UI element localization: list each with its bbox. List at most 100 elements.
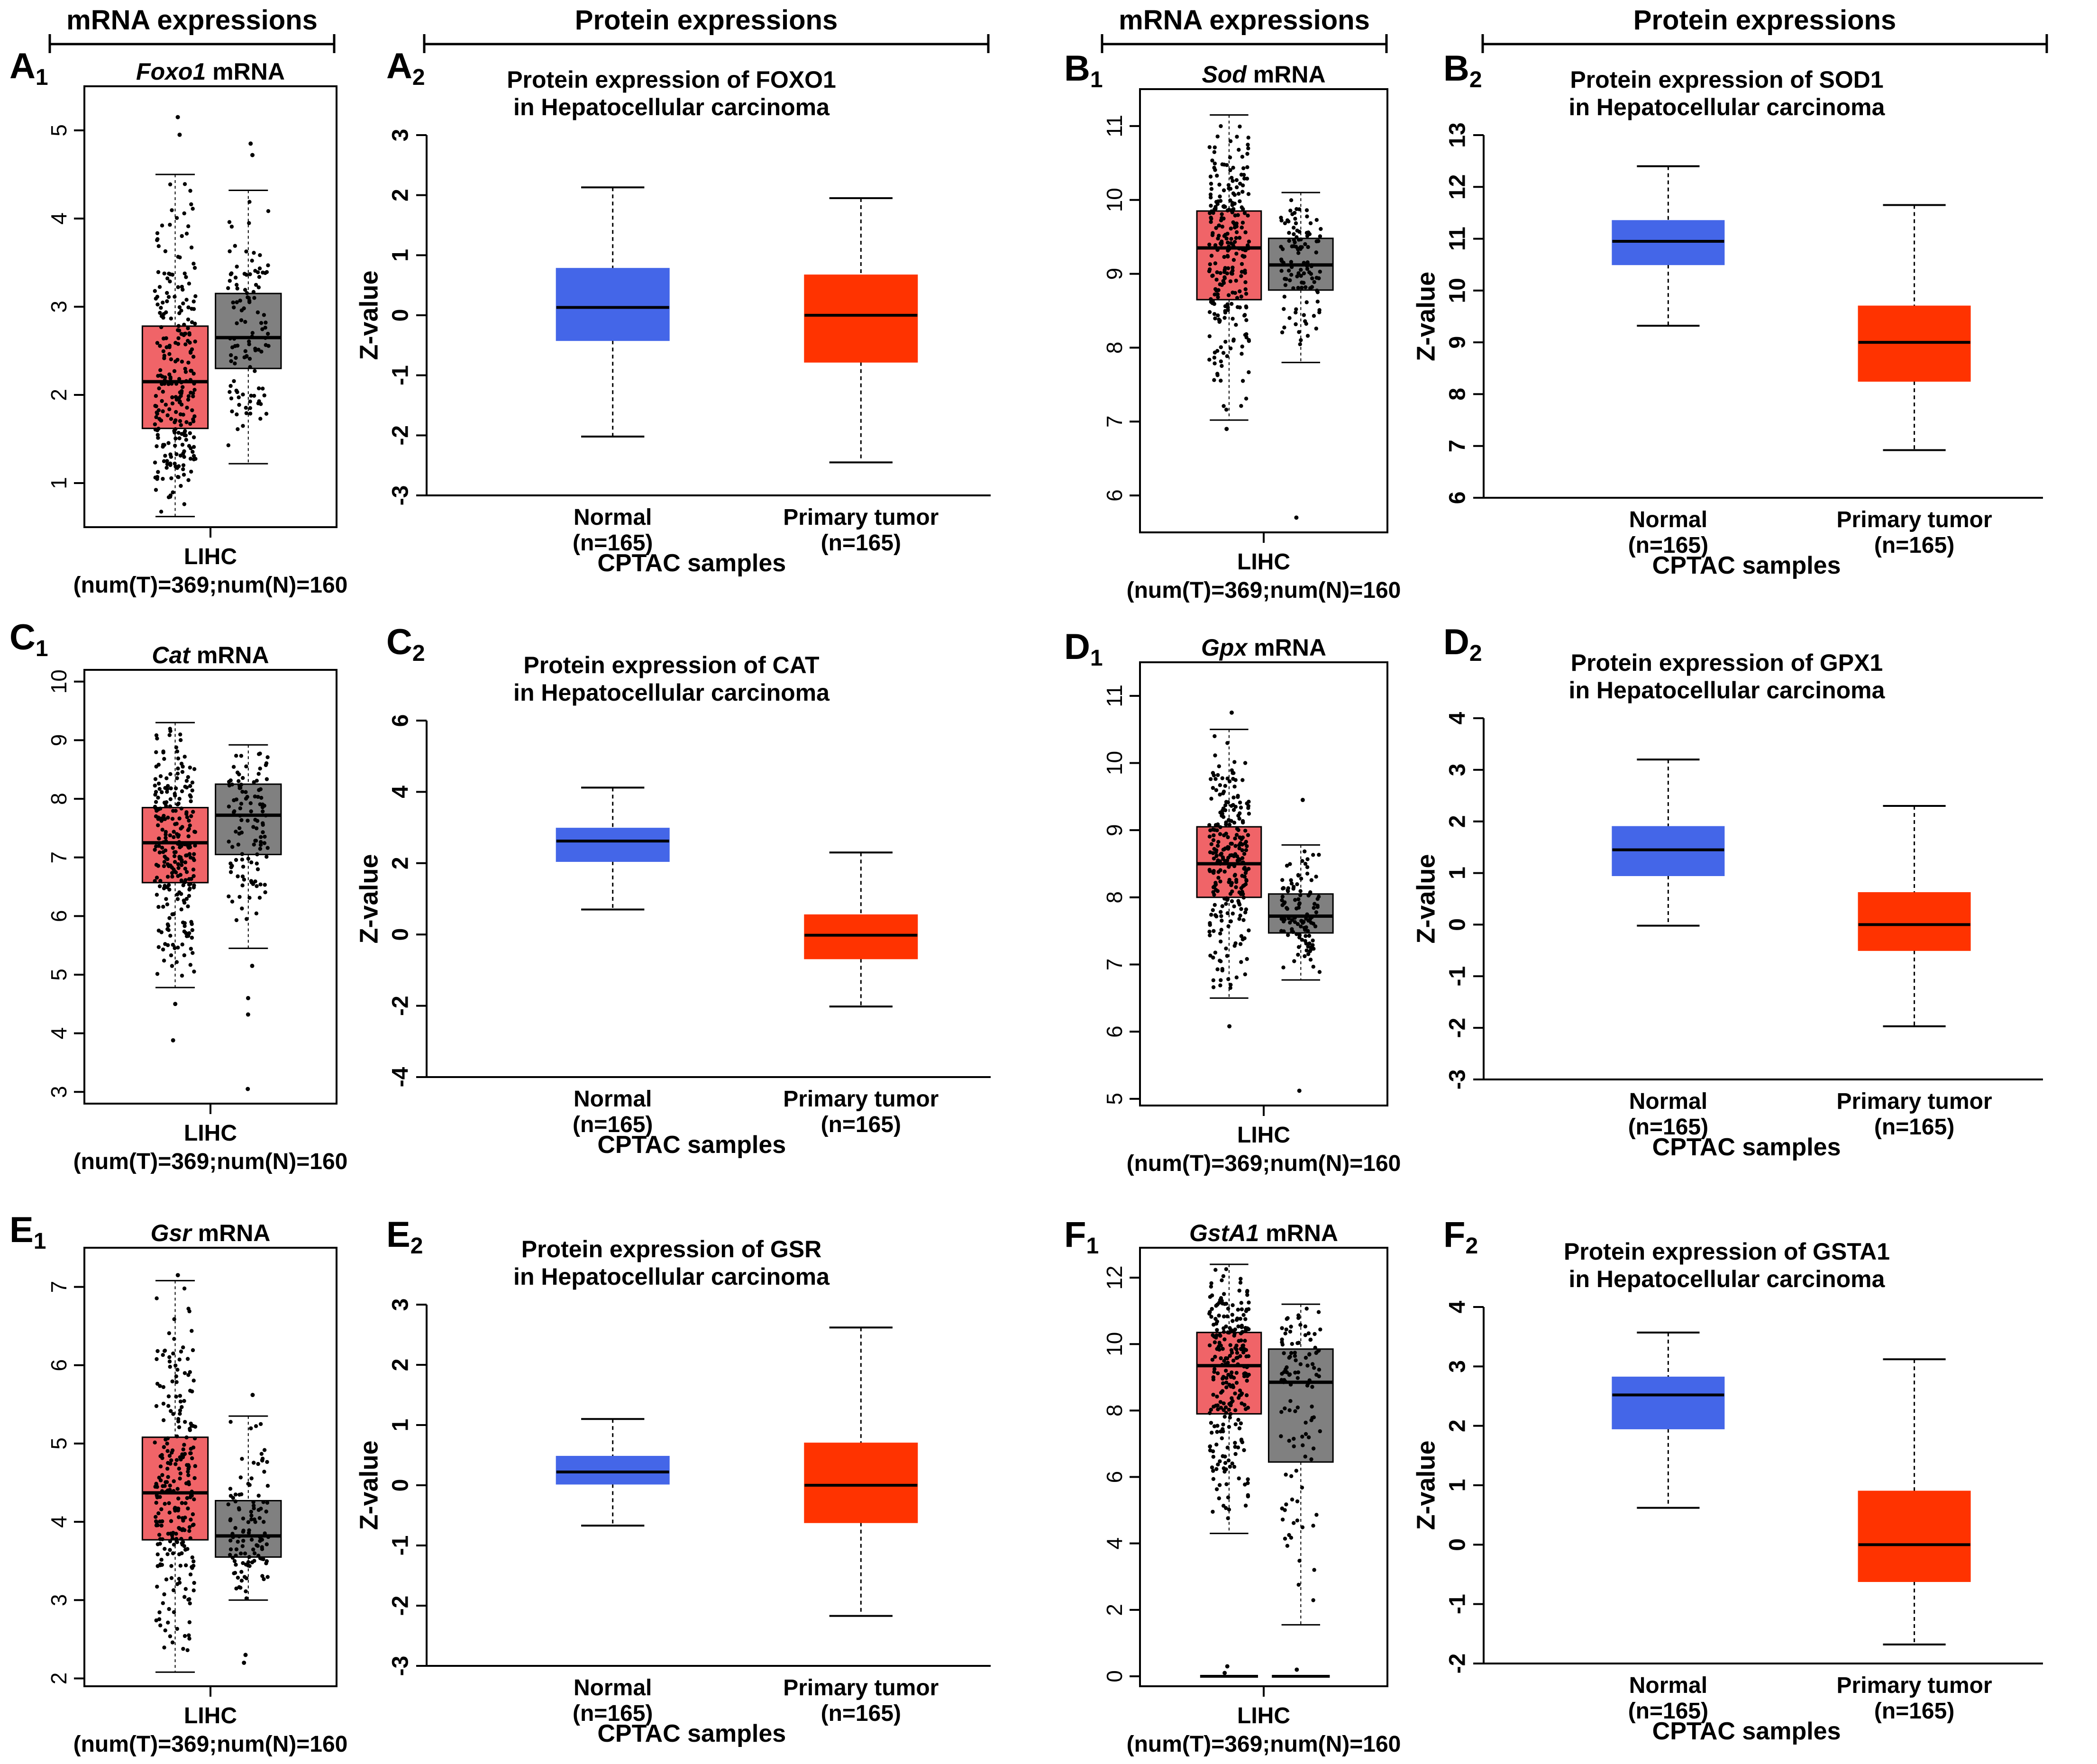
data-point [164,836,168,840]
data-point [1224,236,1229,241]
y-tick-label: 9 [46,734,71,747]
data-point [235,390,239,394]
data-point [1298,893,1303,897]
data-point [160,790,164,795]
data-point [1239,960,1243,964]
data-point [1310,276,1314,281]
data-point [191,371,196,376]
data-point [175,776,179,780]
data-point [1235,296,1240,300]
data-point [1232,760,1237,764]
data-point [241,424,245,428]
data-point [1298,245,1303,249]
data-point [1296,952,1300,957]
data-point [1234,323,1238,327]
data-point [1240,1440,1245,1444]
data-point [228,1487,233,1491]
data-point [1213,243,1218,247]
data-point [1245,1374,1249,1378]
data-point [189,814,193,818]
data-point [1286,889,1290,894]
data-point [187,1620,191,1625]
data-point [192,265,197,270]
data-point [1220,212,1224,216]
outlier-point [250,153,255,157]
data-point [161,349,165,354]
outlier-point [246,1012,250,1017]
data-point [1293,1409,1297,1413]
data-point [1230,1370,1234,1375]
data-point [1212,356,1217,360]
x-label-counts: (num(T)=369;num(N)=160 [73,573,348,598]
data-point [247,342,251,347]
data-point [1282,901,1286,906]
data-point [173,436,178,441]
data-point [1229,983,1233,987]
data-point [266,209,271,213]
data-point [167,352,172,356]
data-point [1242,1371,1246,1376]
data-point [164,839,168,843]
data-point [168,222,172,227]
panel-label: D1 [1064,627,1103,671]
data-point [167,1359,172,1364]
data-point [191,810,195,814]
outlier-point [173,1002,178,1006]
data-point [1222,1314,1226,1319]
plot-frame [1139,1247,1388,1687]
data-point [1235,185,1239,190]
data-point [1308,1337,1313,1342]
data-point [189,245,194,250]
data-point [1214,226,1218,230]
data-point [191,1588,196,1592]
data-point [191,394,195,399]
data-point [262,1577,266,1581]
data-point [1316,1349,1321,1353]
data-point [1239,1421,1243,1426]
data-point [1218,1459,1222,1463]
data-point [1237,917,1241,921]
data-point [1212,312,1217,316]
data-point [254,283,258,287]
data-point [153,1440,157,1444]
data-point [1211,771,1215,775]
data-point [187,818,191,823]
data-point [1212,150,1217,154]
data-point [1239,1277,1243,1281]
data-point [1295,1405,1300,1410]
panel-label: D2 [1443,622,1482,666]
outlier-point [175,1273,180,1278]
data-point [186,478,191,482]
data-point [245,291,249,295]
data-point [1287,238,1291,243]
data-point [154,488,158,492]
data-point [1244,878,1249,882]
data-point [1228,892,1233,896]
data-point [1226,1361,1230,1365]
data-point [156,1511,161,1516]
data-point [259,1452,264,1456]
data-point [1211,978,1215,982]
data-point [179,878,183,883]
data-point [1208,262,1212,266]
data-point [1283,1331,1287,1335]
data-point [263,326,267,330]
data-point [1225,302,1230,307]
data-point [247,1555,252,1559]
data-point [249,1426,253,1431]
data-point [157,1533,162,1537]
data-point [1208,1411,1212,1415]
data-point [164,402,168,407]
data-point [1215,292,1220,296]
data-point [165,875,170,879]
data-point [161,1601,165,1605]
data-point [1236,1362,1240,1367]
data-point [1304,1355,1308,1360]
data-point [174,822,179,826]
plot-title-line2: in Hepatocellular carcinoma [513,94,830,120]
data-point [179,892,183,896]
data-point [176,464,181,468]
data-point [1219,359,1223,364]
data-point [1309,1418,1313,1422]
